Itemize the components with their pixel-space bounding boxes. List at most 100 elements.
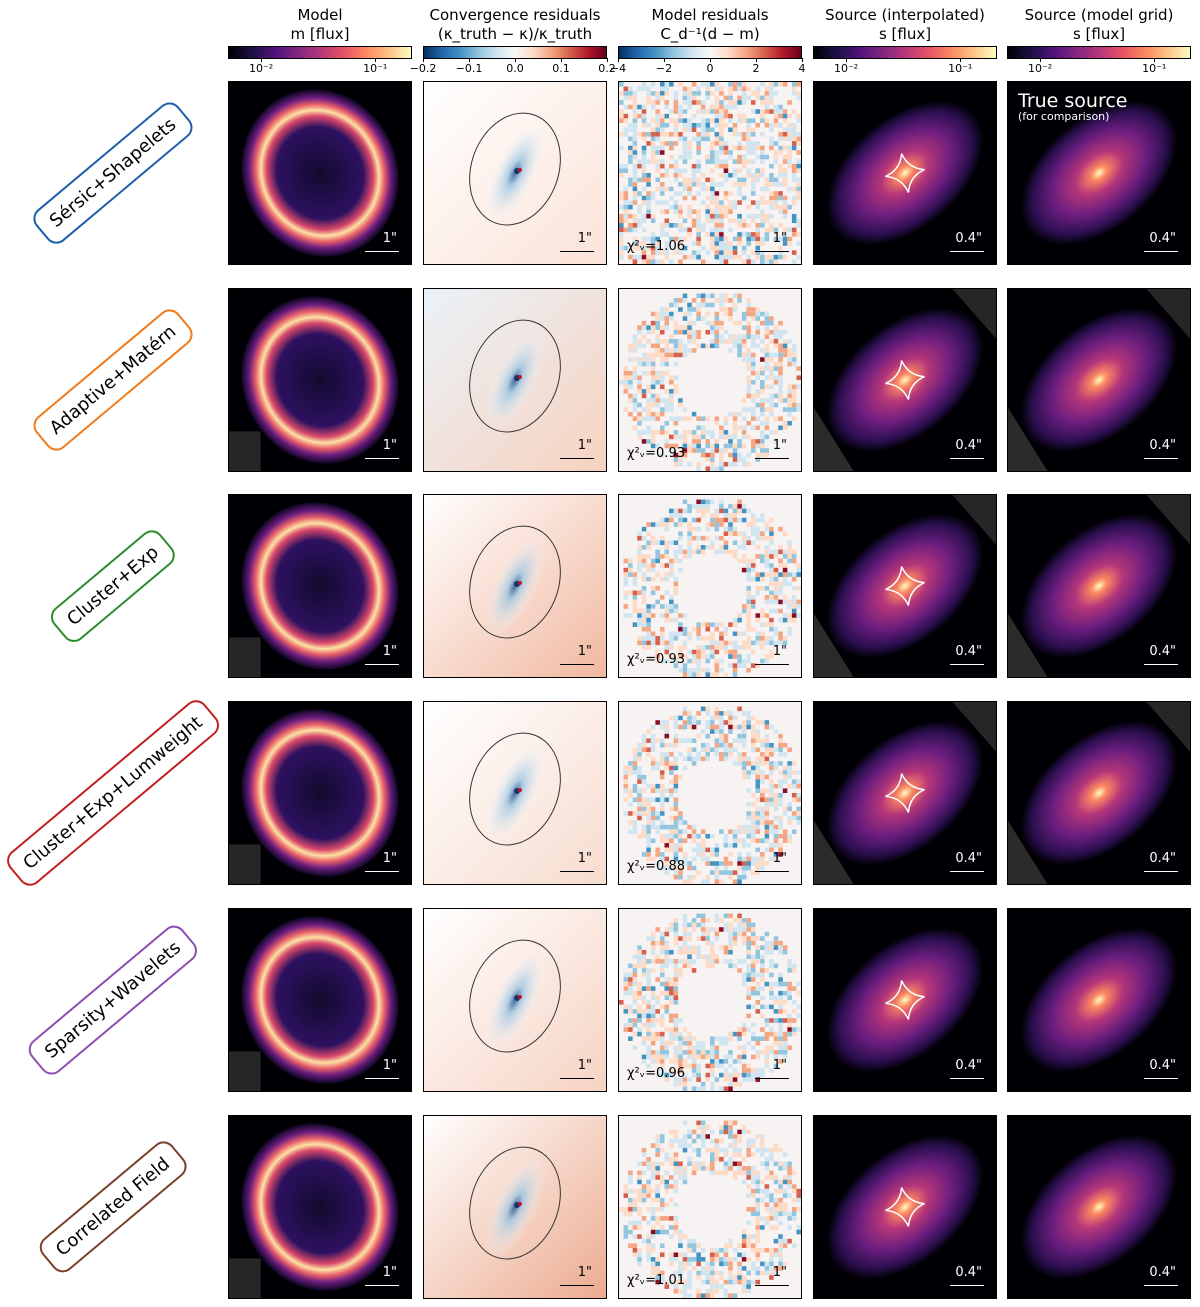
panel-r1-c1: 1" <box>228 81 412 265</box>
scale-bar <box>950 870 984 872</box>
scale-bar <box>365 1077 399 1079</box>
scale-label: 0.4" <box>1149 644 1176 659</box>
panel-image <box>619 495 801 677</box>
scale-label: 1" <box>772 851 787 866</box>
column-header-2: Convergence residuals (κ_truth − κ)/κ_tru… <box>403 6 627 44</box>
scale-label: 1" <box>577 1058 592 1073</box>
scale-label: 0.4" <box>955 644 982 659</box>
column-title: Source (model grid) <box>1024 6 1174 24</box>
panel-r5-c3: 1" χ²ᵥ=0.96 <box>618 908 802 1092</box>
colorbar-tick-label: −0.1 <box>455 62 483 75</box>
scale-bar <box>1144 1284 1178 1286</box>
panel-r4-c3: 1" χ²ᵥ=0.88 <box>618 701 802 885</box>
scale-label: 1" <box>382 1265 397 1280</box>
chi-squared-label: χ²ᵥ=0.96 <box>627 1066 685 1081</box>
colorbar-tick-label: −4 <box>609 62 627 75</box>
panel-image <box>814 82 996 264</box>
column-header-3: Model residuals C_d⁻¹(d − m) <box>598 6 822 44</box>
scale-bar <box>755 457 789 459</box>
column-header-4: Source (interpolated) s [flux] <box>793 6 1017 44</box>
panel-image <box>814 289 996 471</box>
colorbar-tick-label: 0 <box>706 62 714 75</box>
panel-image <box>1008 495 1190 677</box>
scale-bar <box>560 663 594 665</box>
colorbar-tick-label: 0.0 <box>506 62 524 75</box>
method-label: Adaptive+Matérn <box>28 304 197 456</box>
scale-label: 0.4" <box>955 1058 982 1073</box>
true-source-subtitle: (for comparison) <box>1018 110 1110 123</box>
column-subtitle: s [flux] <box>878 25 932 43</box>
panel-r2-c5: 0.4" <box>1007 288 1191 472</box>
colorbar-tick-mark <box>261 58 263 62</box>
colorbar-tick-mark <box>710 58 711 62</box>
row-label-6: Correlated Field <box>0 1115 225 1299</box>
colorbar-tick-mark <box>607 58 608 62</box>
panel-r1-c3: 1" χ²ᵥ=1.06 <box>618 81 802 265</box>
true-source-label: True source (for comparison) <box>1018 90 1128 123</box>
panel-r1-c4: 0.4" <box>813 81 997 265</box>
panel-r2-c2: 1" <box>423 288 607 472</box>
scale-label: 1" <box>577 1265 592 1280</box>
scale-label: 0.4" <box>1149 1058 1176 1073</box>
scale-label: 1" <box>382 1058 397 1073</box>
colorbar-tick-label: 0.1 <box>552 62 570 75</box>
colorbar-tick-label: 4 <box>798 62 806 75</box>
panel-r4-c4: 0.4" <box>813 701 997 885</box>
panel-image <box>1008 909 1190 1091</box>
scale-bar <box>560 457 594 459</box>
method-label: Sérsic+Shapelets <box>28 97 197 249</box>
panel-r2-c1: 1" <box>228 288 412 472</box>
scale-bar <box>560 1284 594 1286</box>
scale-bar <box>755 250 789 252</box>
column-subtitle: (κ_truth − κ)/κ_truth <box>437 25 593 43</box>
panel-r6-c3: 1" χ²ᵥ=1.01 <box>618 1115 802 1299</box>
colorbar-4 <box>813 46 997 59</box>
panel-image <box>619 289 801 471</box>
colorbar-tick-label: 10⁻² <box>249 62 274 75</box>
scale-label: 1" <box>772 1058 787 1073</box>
panel-image <box>619 909 801 1091</box>
panel-r6-c4: 0.4" <box>813 1115 997 1299</box>
scale-label: 0.4" <box>1149 851 1176 866</box>
colorbar-tick-label: 10⁻² <box>834 62 859 75</box>
chi-squared-label: χ²ᵥ=0.93 <box>627 446 685 461</box>
panel-r2-c3: 1" χ²ᵥ=0.93 <box>618 288 802 472</box>
column-header-1: Model m [flux] <box>208 6 432 44</box>
scale-bar <box>560 250 594 252</box>
scale-bar <box>755 663 789 665</box>
colorbar-tick-mark <box>515 58 516 62</box>
scale-label: 1" <box>772 438 787 453</box>
panel-r1-c2: 1" <box>423 81 607 265</box>
panel-r3-c5: 0.4" <box>1007 494 1191 678</box>
scale-bar <box>365 457 399 459</box>
panel-image <box>229 909 411 1091</box>
scale-bar <box>950 1077 984 1079</box>
panel-image <box>1008 82 1190 264</box>
colorbar-tick-label: −2 <box>655 62 673 75</box>
method-label: Cluster+Exp <box>45 525 180 647</box>
method-label: Cluster+Exp+Lumweight <box>1 695 224 891</box>
method-label: Correlated Field <box>34 1136 191 1278</box>
scale-bar <box>755 1284 789 1286</box>
panel-image <box>814 702 996 884</box>
colorbar-tick-label: −0.2 <box>409 62 437 75</box>
panel-image <box>814 1116 996 1298</box>
colorbar-tick-mark <box>375 58 377 62</box>
column-subtitle: m [flux] <box>290 25 350 43</box>
colorbar-tick-mark <box>846 58 848 62</box>
panel-r4-c1: 1" <box>228 701 412 885</box>
row-label-5: Sparsity+Wavelets <box>0 908 225 1092</box>
scale-bar <box>365 870 399 872</box>
panel-r4-c2: 1" <box>423 701 607 885</box>
scale-bar <box>1144 250 1178 252</box>
column-header-5: Source (model grid) s [flux] <box>987 6 1200 44</box>
panel-image <box>1008 1116 1190 1298</box>
panel-image <box>229 289 411 471</box>
true-source-title: True source <box>1018 90 1128 112</box>
panel-image <box>229 495 411 677</box>
panel-image <box>1008 702 1190 884</box>
scale-label: 1" <box>382 231 397 246</box>
scale-label: 0.4" <box>955 851 982 866</box>
scale-label: 1" <box>577 438 592 453</box>
colorbar-tick-mark <box>423 58 424 62</box>
